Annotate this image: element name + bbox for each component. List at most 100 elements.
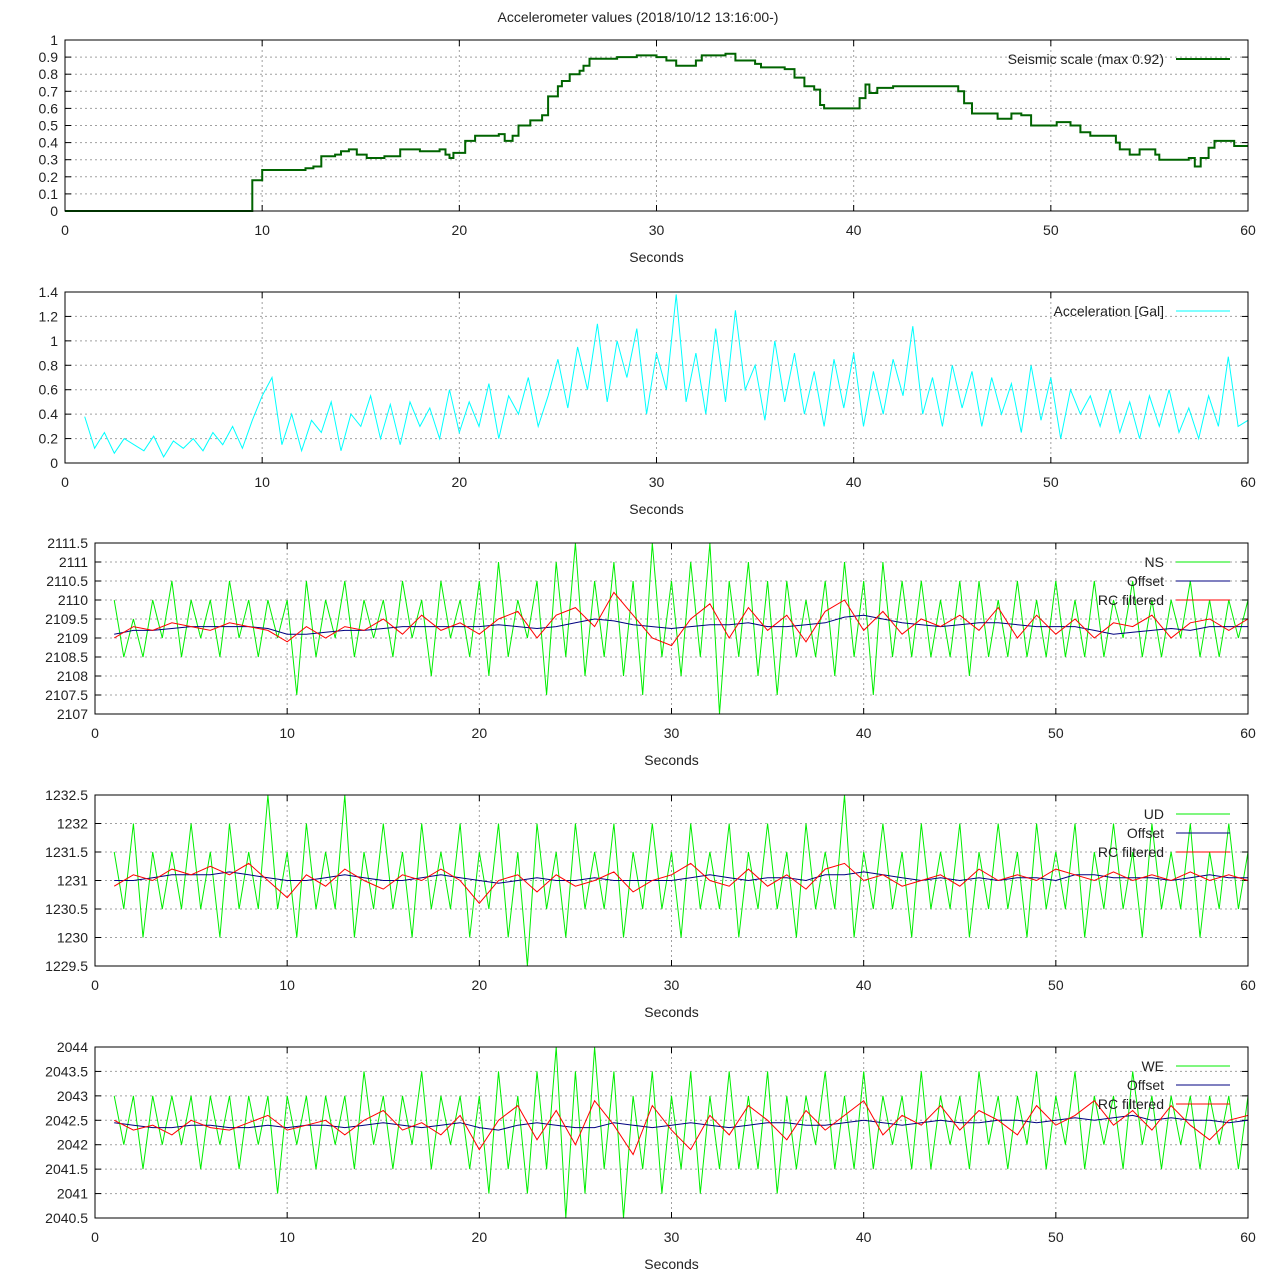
legend-label: RC filtered: [1098, 844, 1164, 860]
y-tick-label: 1230.5: [45, 901, 88, 917]
x-tick-label: 20: [452, 222, 468, 238]
x-tick-label: 0: [91, 1229, 99, 1245]
y-tick-label: 1: [50, 333, 58, 349]
y-tick-label: 2041: [57, 1186, 88, 1202]
y-tick-label: 1232.5: [45, 787, 88, 803]
x-axis-label: Seconds: [629, 249, 683, 265]
y-tick-label: 1229.5: [45, 958, 88, 974]
x-tick-label: 20: [472, 1229, 488, 1245]
x-tick-label: 60: [1240, 222, 1256, 238]
y-tick-label: 1230: [57, 930, 88, 946]
legend-label: Offset: [1127, 1077, 1164, 1093]
legend-label: UD: [1144, 806, 1164, 822]
series-line-seismic-scale-max-0-92: [65, 52, 1248, 212]
x-tick-label: 40: [856, 725, 872, 741]
legend-label: Offset: [1127, 825, 1164, 841]
y-tick-label: 2111: [59, 554, 88, 570]
x-tick-label: 0: [91, 725, 99, 741]
x-axis-label: Seconds: [644, 1256, 698, 1272]
y-tick-label: 2110.5: [46, 573, 88, 589]
series-line-rc-filtered: [113, 591, 1249, 647]
y-tick-label: 2107.5: [45, 687, 88, 703]
y-tick-label: 0.8: [39, 357, 59, 373]
series-line-ud: [113, 794, 1249, 967]
x-tick-label: 40: [856, 1229, 872, 1245]
y-tick-label: 1231.5: [45, 844, 88, 860]
x-tick-label: 10: [254, 222, 270, 238]
plot-frame: [64, 39, 1249, 212]
x-tick-label: 60: [1240, 977, 1256, 993]
y-tick-label: 2108: [57, 668, 88, 684]
series-line-we: [113, 1046, 1249, 1219]
y-tick-label: 0.1: [39, 186, 59, 202]
x-tick-label: 20: [472, 725, 488, 741]
x-tick-label: 50: [1043, 222, 1059, 238]
series-line-offset: [114, 871, 1248, 884]
y-tick-label: 0.8: [39, 66, 59, 82]
y-tick-label: 1: [50, 32, 58, 48]
y-tick-label: 0: [50, 455, 58, 471]
acceleration-panel: 0 0.2 0.4 0.6 0.8 1 1.2 1.4 0 10 20 30 40 50 60 Seconds…: [39, 284, 1256, 517]
series-line-offset: [114, 614, 1248, 635]
x-axis-label: Seconds: [629, 501, 683, 517]
legend-label: NS: [1145, 554, 1164, 570]
y-tick-label: 1.2: [39, 308, 59, 324]
y-tick-label: 2043.5: [45, 1063, 88, 1079]
x-axis-label: Seconds: [644, 1004, 698, 1020]
y-tick-label: 2108.5: [45, 649, 88, 665]
plot-frame: [94, 794, 1249, 967]
y-tick-label: 1232: [57, 816, 88, 832]
x-tick-label: 50: [1048, 1229, 1064, 1245]
x-tick-label: 40: [846, 222, 862, 238]
y-tick-label: 2043: [57, 1088, 88, 1104]
y-tick-label: 0.2: [39, 169, 59, 185]
y-tick-label: 0.7: [39, 83, 59, 99]
y-tick-label: 2044: [57, 1039, 88, 1055]
y-tick-label: 2042: [57, 1137, 88, 1153]
plot-frame: [94, 542, 1249, 715]
ns-panel: 2107 2107.5 2108 2108.5 2109 2109.5 2110 2110.5…: [45, 535, 1256, 768]
x-tick-label: 30: [649, 474, 665, 490]
series-line-ns: [113, 542, 1249, 715]
series-line-acceleration-gal: [84, 294, 1249, 458]
x-tick-label: 30: [649, 222, 665, 238]
seismic-scale-panel: 00.10.20.30.40.50.60.70.80.910 10 20 30 40 50…: [39, 32, 1256, 265]
y-tick-label: 1.4: [39, 284, 59, 300]
x-tick-label: 50: [1048, 977, 1064, 993]
y-tick-label: 0.9: [39, 49, 59, 65]
y-tick-label: 0.4: [39, 135, 59, 151]
legend-label: RC filtered: [1098, 1096, 1164, 1112]
x-tick-label: 0: [61, 222, 69, 238]
x-tick-label: 50: [1043, 474, 1059, 490]
chart-title: Accelerometer values (2018/10/12 13:16:0…: [498, 9, 779, 25]
x-tick-label: 0: [91, 977, 99, 993]
y-tick-label: 2109.5: [45, 611, 88, 627]
x-tick-label: 0: [61, 474, 69, 490]
series-line-rc-filtered: [113, 862, 1249, 905]
legend-label: Seismic scale (max 0.92): [1008, 51, 1164, 67]
y-tick-label: 0.2: [39, 431, 59, 447]
y-tick-label: 2040.5: [45, 1210, 88, 1226]
x-tick-label: 20: [472, 977, 488, 993]
x-tick-label: 10: [279, 977, 295, 993]
y-tick-label: 0.6: [39, 100, 59, 116]
y-tick-label: 0.6: [39, 382, 59, 398]
y-tick-label: 0.3: [39, 152, 59, 168]
series-line-rc-filtered: [113, 1099, 1249, 1156]
legend-label: Acceleration [Gal]: [1054, 303, 1165, 319]
plot-frame: [94, 1046, 1249, 1219]
y-tick-label: 0.5: [39, 118, 59, 134]
y-tick-label: 2110: [58, 592, 88, 608]
legend-label: Offset: [1127, 573, 1164, 589]
x-tick-label: 40: [846, 474, 862, 490]
y-tick-label: 1231: [57, 873, 88, 889]
x-tick-label: 20: [452, 474, 468, 490]
x-tick-label: 60: [1240, 725, 1256, 741]
we-panel: 2040.5 2041 2041.5 2042 2042.5 2043 2043.5 2044…: [45, 1039, 1256, 1272]
y-tick-label: 2111.5: [47, 535, 88, 551]
y-tick-label: 2041.5: [45, 1161, 88, 1177]
y-tick-label: 2109: [57, 630, 88, 646]
plot-frame: [64, 291, 1249, 464]
y-tick-label: 0.4: [39, 406, 59, 422]
